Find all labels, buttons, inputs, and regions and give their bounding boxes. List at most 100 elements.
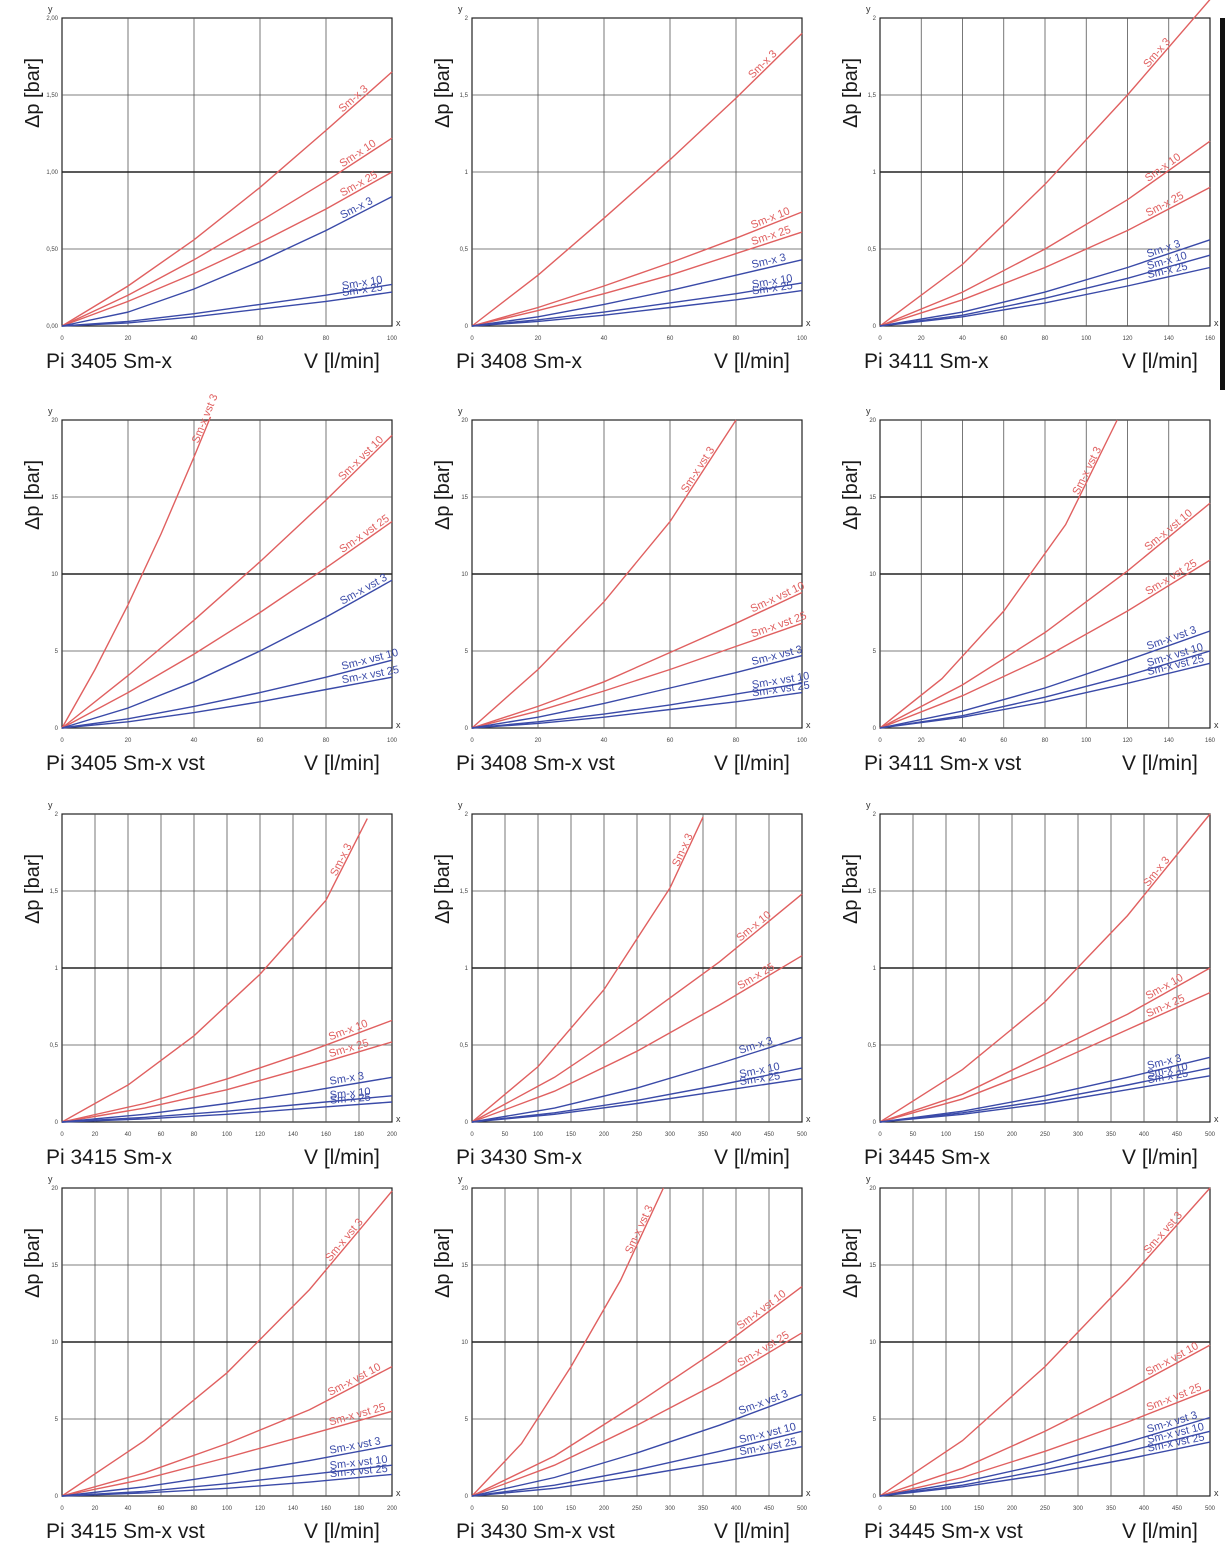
y-tick-label: 0 <box>55 726 59 732</box>
y-tick-label: 20 <box>51 1186 58 1192</box>
x-tick-label: 60 <box>158 1506 165 1512</box>
series-line <box>471 1430 803 1497</box>
series-line <box>471 1187 665 1497</box>
x-tick-label: 100 <box>387 738 398 744</box>
x-tick-label: 20 <box>918 336 925 342</box>
series-line <box>61 1041 393 1123</box>
series-line <box>879 140 1211 327</box>
series-line <box>61 1190 393 1497</box>
y-tick-label: 0 <box>465 1120 469 1126</box>
x-tick-label: 200 <box>387 1506 398 1512</box>
chart-title: Pi 3411 Sm-x <box>864 350 989 373</box>
series-line <box>471 1446 803 1497</box>
y-tick-label: 0,5 <box>50 1043 59 1049</box>
x-tick-label: 100 <box>533 1132 544 1138</box>
x-tick-label: 40 <box>191 336 198 342</box>
chart-title: Pi 3430 Sm-x vst <box>456 1520 615 1543</box>
series-line <box>471 289 803 327</box>
x-axis-label: V [l/min] <box>1122 1520 1198 1543</box>
x-tick-label: 80 <box>191 1506 198 1512</box>
y-tick-label: 20 <box>869 1186 876 1192</box>
x-tick-label: 100 <box>222 1506 233 1512</box>
y-tick-label: 1 <box>873 170 877 176</box>
x-tick-label: 200 <box>1007 1506 1018 1512</box>
x-tick-label: 100 <box>1081 738 1092 744</box>
y-tick-label: 0 <box>873 324 877 330</box>
y-tick-label: 5 <box>873 1417 877 1423</box>
y-tick-label: 2,00 <box>46 16 58 22</box>
series-line <box>61 1101 393 1123</box>
y-tick-label: 1 <box>55 966 59 972</box>
x-tick-label: 60 <box>667 336 674 342</box>
chart-panel: 0 50 100 150 200 250 300 350 400 450 500 0 0,5 1 1,5 2 x… <box>410 796 819 1184</box>
chart-title: Pi 3430 Sm-x <box>456 1146 583 1169</box>
series-line <box>879 1056 1211 1123</box>
series-line <box>61 659 393 729</box>
series-line <box>471 654 803 729</box>
x-tick-label: 20 <box>535 738 542 744</box>
series-line <box>879 813 1211 1123</box>
y-tick-label: 10 <box>461 572 468 578</box>
x-tick-label: 60 <box>257 336 264 342</box>
x-tick-label: 400 <box>731 1506 742 1512</box>
chart-title: Pi 3445 Sm-x <box>864 1146 991 1169</box>
y-axis-letter: y <box>48 406 53 416</box>
series-line <box>61 1473 393 1497</box>
x-tick-label: 500 <box>797 1132 808 1138</box>
y-axis-label: Δp [bar] <box>22 1227 44 1298</box>
x-tick-label: 400 <box>1139 1506 1150 1512</box>
x-tick-label: 100 <box>222 1132 233 1138</box>
series-line <box>61 521 393 729</box>
chart-svg: 0 50 100 150 200 250 300 350 400 450 500 0 5 10 15 20 x y… <box>866 1174 1219 1512</box>
series-label: Sm-x 25 <box>329 1092 371 1107</box>
chart-title: Pi 3415 Sm-x <box>46 1146 173 1169</box>
x-tick-label: 150 <box>974 1132 985 1138</box>
x-tick-label: 350 <box>1106 1132 1117 1138</box>
x-tick-label: 60 <box>158 1132 165 1138</box>
x-tick-label: 0 <box>470 1506 474 1512</box>
y-tick-label: 0 <box>465 726 469 732</box>
series-line <box>879 1441 1211 1497</box>
series-line <box>471 591 803 729</box>
y-tick-label: 0 <box>873 726 877 732</box>
series-line <box>879 419 1118 729</box>
y-tick-label: 5 <box>465 649 469 655</box>
x-tick-label: 80 <box>191 1132 198 1138</box>
y-tick-label: 10 <box>869 1340 876 1346</box>
series-line <box>471 1393 803 1497</box>
scan-edge-bar <box>1220 18 1225 390</box>
chart-svg: 0 20 40 60 80 100 120 140 160 180 200 0 5 10 15 20 x y Sm-… <box>48 1174 401 1512</box>
y-tick-label: 0 <box>873 1120 877 1126</box>
chart-panel: 0 50 100 150 200 250 300 350 400 450 500 0 0,5 1 1,5 2 x… <box>818 796 1227 1184</box>
x-tick-label: 200 <box>387 1132 398 1138</box>
x-tick-label: 350 <box>1106 1506 1117 1512</box>
x-tick-label: 0 <box>60 336 64 342</box>
y-axis-label: Δp [bar] <box>22 853 44 924</box>
x-tick-label: 350 <box>698 1132 709 1138</box>
x-tick-label: 100 <box>941 1506 952 1512</box>
chart-title: Pi 3405 Sm-x <box>46 350 173 373</box>
x-tick-label: 100 <box>941 1132 952 1138</box>
y-tick-label: 15 <box>51 495 58 501</box>
x-axis-label: V [l/min] <box>714 1520 790 1543</box>
series-line <box>471 231 803 327</box>
y-tick-label: 0,50 <box>46 247 58 253</box>
y-tick-label: 2 <box>873 812 877 818</box>
series-line <box>471 1036 803 1123</box>
series-line <box>879 1187 1211 1497</box>
y-tick-label: 1,5 <box>460 889 469 895</box>
x-tick-label: 120 <box>1122 336 1133 342</box>
y-tick-label: 5 <box>55 649 59 655</box>
x-tick-label: 0 <box>60 1132 64 1138</box>
y-tick-label: 1 <box>465 966 469 972</box>
series-label: Sm-x 25 <box>739 1070 781 1088</box>
series-line <box>61 416 212 729</box>
y-tick-label: 10 <box>869 572 876 578</box>
y-tick-label: 2 <box>465 812 469 818</box>
x-tick-label: 300 <box>1073 1132 1084 1138</box>
x-tick-label: 160 <box>321 1506 332 1512</box>
x-tick-label: 450 <box>1172 1506 1183 1512</box>
y-axis-letter: y <box>458 4 463 14</box>
